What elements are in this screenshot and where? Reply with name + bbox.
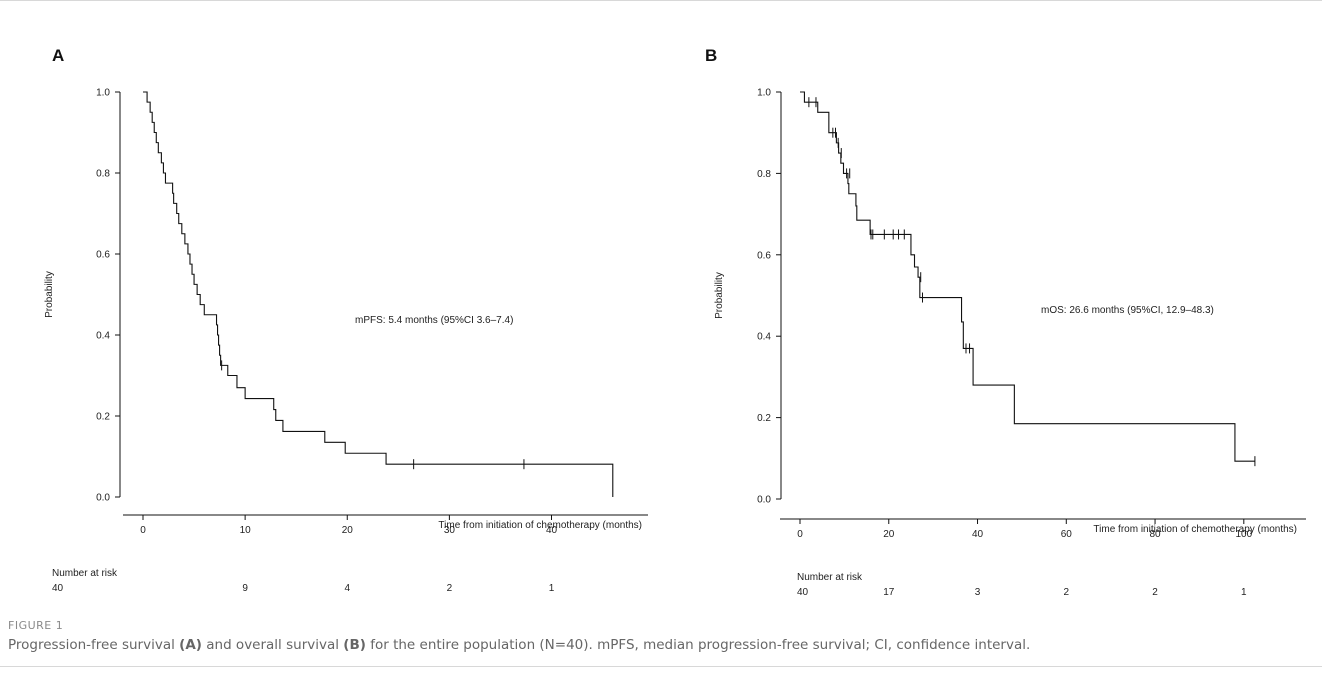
y-tick-label: 0.6 — [757, 250, 771, 261]
caption-text-3: for the entire population (N=40). mPFS, … — [365, 637, 1031, 653]
risk-table-label: Number at risk — [52, 568, 118, 579]
x-tick-label: 40 — [972, 529, 984, 540]
y-tick-label: 0.0 — [96, 493, 110, 504]
x-tick-label: 20 — [342, 525, 354, 536]
survival-curve — [800, 91, 1255, 462]
risk-count: 9 — [242, 583, 248, 594]
y-tick-label: 0.8 — [96, 169, 110, 180]
y-tick-label: 1.0 — [757, 88, 771, 99]
caption-text-1: Progression-free survival — [8, 637, 180, 653]
x-tick-label: 30 — [444, 525, 456, 536]
risk-count: 2 — [447, 583, 453, 594]
x-tick-label: 100 — [1235, 529, 1252, 540]
caption-ref-a: (A) — [179, 637, 202, 653]
figure-caption: Progression-free survival (A) and overal… — [8, 637, 1318, 653]
risk-count: 3 — [975, 587, 981, 598]
risk-count: 40 — [52, 583, 64, 594]
risk-count: 40 — [797, 587, 809, 598]
y-tick-label: 0.4 — [96, 331, 110, 342]
panel-letter-b: B — [705, 46, 717, 65]
y-axis-label: Probability — [714, 272, 725, 319]
risk-count: 2 — [1064, 587, 1070, 598]
x-tick-label: 10 — [240, 525, 252, 536]
x-axis-label: Time from initiation of chemotherapy (mo… — [1093, 524, 1297, 535]
x-tick-label: 20 — [883, 529, 895, 540]
figure-label: FIGURE 1 — [8, 619, 64, 632]
risk-count: 1 — [549, 583, 555, 594]
risk-count: 17 — [883, 587, 895, 598]
y-tick-label: 0.8 — [757, 169, 771, 180]
caption-text-2: and overall survival — [201, 637, 344, 653]
figure-bottom-rule — [0, 666, 1322, 667]
risk-count: 1 — [1241, 587, 1247, 598]
x-tick-label: 80 — [1149, 529, 1161, 540]
y-tick-label: 0.6 — [96, 250, 110, 261]
x-tick-label: 60 — [1061, 529, 1073, 540]
y-tick-label: 0.0 — [757, 495, 771, 506]
y-tick-label: 0.2 — [96, 412, 110, 423]
survival-curve — [143, 91, 614, 497]
x-axis-label: Time from initiation of chemotherapy (mo… — [438, 520, 642, 531]
x-tick-label: 40 — [546, 525, 558, 536]
y-tick-label: 0.2 — [757, 413, 771, 424]
risk-count: 2 — [1152, 587, 1158, 598]
risk-table-label: Number at risk — [797, 572, 863, 583]
panel-letter-a: A — [52, 46, 64, 65]
y-tick-label: 0.4 — [757, 332, 771, 343]
x-tick-label: 0 — [140, 525, 146, 536]
risk-count: 4 — [344, 583, 350, 594]
median-annotation: mOS: 26.6 months (95%CI, 12.9–48.3) — [1041, 305, 1214, 316]
y-tick-label: 1.0 — [96, 88, 110, 99]
y-axis-label: Probability — [44, 271, 55, 318]
median-annotation: mPFS: 5.4 months (95%CI 3.6–7.4) — [355, 315, 513, 326]
caption-ref-b: (B) — [343, 637, 366, 653]
x-tick-label: 0 — [797, 529, 803, 540]
